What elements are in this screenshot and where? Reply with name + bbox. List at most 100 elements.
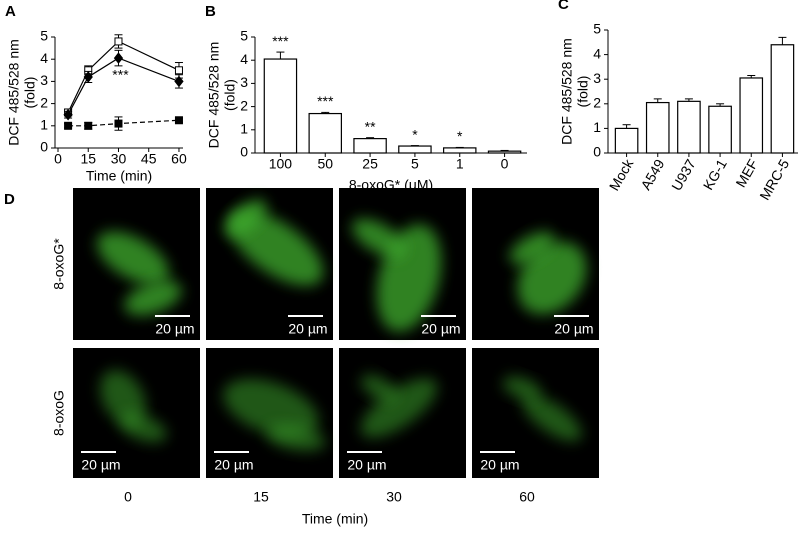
bar — [614, 127, 639, 154]
x-tick-label: 0 — [54, 151, 62, 167]
micrograph — [206, 348, 333, 478]
y-tick-label: 4 — [40, 50, 48, 66]
x-tick-label: 50 — [317, 156, 333, 172]
scale-bar-label: 20 µm — [480, 457, 519, 473]
y-axis-label: (fold) — [222, 79, 238, 111]
error-bar — [366, 137, 375, 139]
y-axis-label: DCF 485/528 nm — [206, 42, 222, 149]
error-bar — [716, 103, 725, 107]
marker — [84, 121, 93, 130]
x-tick-label: 15 — [80, 151, 96, 167]
micrograph — [472, 348, 599, 478]
y-tick-label: 4 — [593, 45, 601, 61]
y-tick-label: 0 — [593, 144, 601, 160]
cell — [96, 231, 170, 285]
significance: * — [457, 128, 463, 144]
row-label: 8-oxoG* — [51, 238, 67, 290]
marker — [174, 66, 183, 75]
x-tick-label: 45 — [141, 151, 157, 167]
panel-label: C — [558, 0, 569, 13]
y-tick-label: 5 — [40, 28, 48, 44]
x-axis-label: Time (min) — [86, 168, 152, 184]
cell — [119, 413, 167, 443]
y-tick-label: 2 — [240, 97, 248, 113]
bar — [263, 58, 298, 154]
y-tick-label: 3 — [593, 70, 601, 86]
column-label: 30 — [386, 489, 402, 505]
y-tick-label: 5 — [240, 28, 248, 44]
bar — [645, 101, 670, 154]
x-tick-label: 30 — [111, 151, 127, 167]
significance: *** — [317, 93, 334, 109]
micrograph — [339, 348, 466, 478]
error-bar — [778, 36, 787, 45]
panel-label: D — [4, 191, 15, 208]
y-tick-label: 4 — [240, 51, 248, 67]
scale-bar-label: 20 µm — [421, 321, 460, 337]
cell — [223, 378, 319, 438]
x-tick-label: 0 — [501, 156, 509, 172]
bar — [443, 147, 477, 154]
cell — [225, 199, 267, 237]
scale-bar-label: 20 µm — [554, 321, 593, 337]
y-axis-label: (fold) — [575, 76, 591, 108]
panel-label: B — [205, 3, 216, 20]
scale-bar-label: 20 µm — [214, 457, 253, 473]
scale-bar-label: 20 µm — [81, 457, 120, 473]
column-label: 15 — [253, 489, 269, 505]
x-axis-label: Time (min) — [302, 511, 368, 527]
y-tick-label: 2 — [593, 95, 601, 111]
error-bar — [500, 149, 509, 152]
cell — [509, 231, 555, 265]
y-tick-label: 1 — [240, 121, 248, 137]
x-tick-label: U937 — [668, 156, 699, 193]
cell — [228, 210, 324, 286]
cell — [100, 370, 146, 426]
error-bar — [747, 75, 756, 78]
x-tick-label: 100 — [269, 156, 293, 172]
x-tick-label: MRC-5 — [756, 156, 792, 203]
scale-bar-label: 20 µm — [347, 457, 386, 473]
y-tick-label: 1 — [593, 119, 601, 135]
column-label: 0 — [124, 489, 132, 505]
error-bar — [653, 98, 662, 103]
y-axis-label: DCF 485/528 nm — [6, 39, 22, 146]
significance: ** — [365, 118, 376, 134]
micrograph — [206, 188, 333, 340]
bar — [487, 150, 522, 154]
x-tick-label: 5 — [411, 156, 419, 172]
series-line — [68, 119, 180, 127]
significance: * — [412, 126, 418, 142]
cell — [124, 280, 182, 316]
series-line — [67, 40, 180, 113]
significance: *** — [272, 33, 289, 49]
x-tick-label: 25 — [362, 156, 378, 172]
cell — [266, 425, 326, 451]
error-bar — [276, 51, 285, 60]
y-tick-label: 0 — [240, 144, 248, 160]
micrograph — [73, 348, 200, 478]
bar — [353, 138, 387, 154]
x-tick-label: MEF — [732, 156, 761, 190]
cell — [522, 394, 582, 442]
y-tick-label: 1 — [40, 117, 48, 133]
micrograph — [472, 188, 599, 340]
column-label: 60 — [519, 489, 535, 505]
bar — [398, 145, 432, 154]
marker — [114, 119, 123, 128]
y-tick-label: 0 — [40, 139, 48, 155]
marker — [174, 75, 184, 88]
x-tick-label: Mock — [606, 155, 637, 193]
panel-label: A — [5, 3, 16, 20]
series-line — [67, 57, 180, 115]
marker — [114, 37, 123, 46]
x-tick-label: 60 — [171, 151, 187, 167]
cell — [352, 218, 406, 258]
y-tick-label: 3 — [240, 74, 248, 90]
annotation: *** — [112, 67, 129, 83]
y-tick-label: 2 — [40, 94, 48, 110]
micrograph — [73, 188, 200, 340]
row-label: 8-oxoG — [51, 390, 67, 436]
error-bar — [321, 111, 330, 114]
